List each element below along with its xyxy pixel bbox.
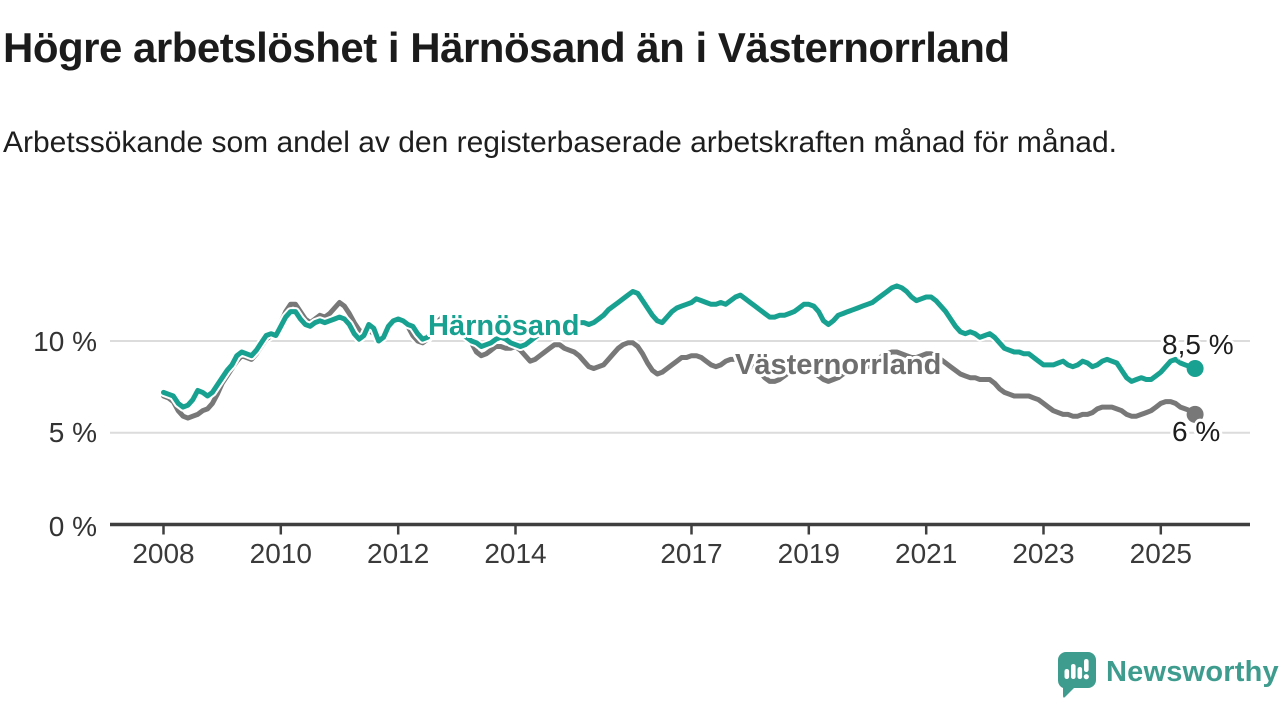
y-tick-label-5: 5 % — [48, 417, 97, 449]
end-dot-1 — [1186, 405, 1204, 423]
x-tick-label-2012: 2012 — [367, 538, 430, 569]
series-casing-0 — [159, 281, 1200, 412]
series-line-0 — [161, 283, 1198, 410]
y-tick-label-0: 0 % — [48, 510, 97, 542]
x-tick-label-2010: 2010 — [249, 538, 312, 569]
x-tick-label-2017: 2017 — [660, 538, 723, 569]
newsworthy-brand-text: Newsworthy — [1106, 656, 1279, 688]
chart-title: Högre arbetslöshet i Härnösand än i Väst… — [3, 24, 1010, 71]
x-tick-label-2014: 2014 — [484, 538, 547, 569]
series-label-vasternorrland: Västernorrland — [735, 349, 942, 381]
end-value-label-vasternorrland: 6 % — [1172, 416, 1221, 447]
end-value-label-harnosand: 8,5 % — [1162, 329, 1234, 360]
x-tick-label-2008: 2008 — [132, 538, 195, 569]
y-tick-label-10: 10 % — [33, 325, 97, 357]
x-tick-label-2023: 2023 — [1012, 538, 1075, 569]
x-tick-label-2025: 2025 — [1129, 538, 1192, 569]
series-label-harnosand: Härnösand — [428, 310, 580, 342]
end-dot-0 — [1186, 360, 1204, 377]
x-tick-label-2021: 2021 — [895, 538, 958, 569]
series-line-1 — [161, 300, 1198, 421]
chart-subtitle: Arbetssökande som andel av den registerb… — [3, 126, 1117, 159]
x-tick-label-2019: 2019 — [777, 538, 840, 569]
newsworthy-logo-icon — [1058, 652, 1096, 698]
